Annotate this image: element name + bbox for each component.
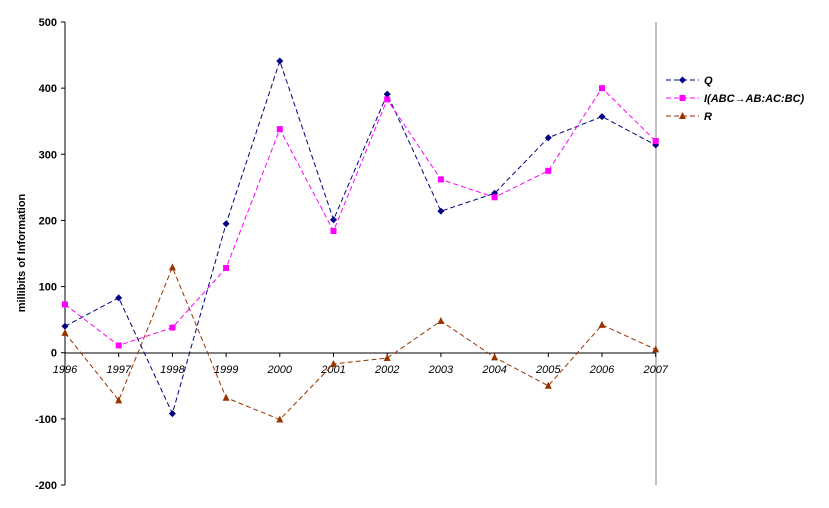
data-point xyxy=(61,328,69,336)
y-tick-labels: -200 -100 0 100 200 300 400 500 xyxy=(35,17,65,492)
data-point xyxy=(223,265,230,272)
y-tick-label: 300 xyxy=(39,149,57,161)
y-tick-label: 0 xyxy=(51,348,57,360)
series-2 xyxy=(62,85,659,349)
series-line xyxy=(64,266,656,421)
data-point xyxy=(115,294,123,302)
x-tick-label: 2000 xyxy=(267,364,293,376)
legend: Q I(ABC→AB:AC:BC) R xyxy=(666,75,805,123)
y-tick-label: -200 xyxy=(35,480,57,492)
data-point xyxy=(330,359,337,367)
data-point xyxy=(599,85,605,92)
x-tick-label: 1996 xyxy=(53,364,78,376)
series-line xyxy=(64,87,657,346)
data-point xyxy=(276,57,284,65)
x-tick-label: 2002 xyxy=(374,364,399,376)
x-tick-label: 2007 xyxy=(642,364,668,376)
data-point xyxy=(168,263,176,271)
legend-label: R xyxy=(704,111,712,123)
y-tick-label: 400 xyxy=(39,83,57,95)
data-point xyxy=(330,228,337,235)
x-tick-label: 2001 xyxy=(320,364,345,376)
data-point xyxy=(115,396,123,404)
series-1 xyxy=(61,57,660,418)
axes xyxy=(64,22,657,485)
series-3 xyxy=(61,263,660,423)
data-point xyxy=(168,410,176,418)
x-tick-label: 1997 xyxy=(106,364,131,376)
data-point xyxy=(276,415,284,423)
data-point xyxy=(437,316,445,324)
data-point xyxy=(61,322,69,330)
legend-item: Q xyxy=(666,75,713,87)
data-point xyxy=(115,342,122,349)
data-point xyxy=(544,134,552,142)
data-point xyxy=(330,216,337,224)
data-point xyxy=(384,96,391,103)
data-point xyxy=(276,126,283,133)
y-tick-label: -100 xyxy=(35,414,57,426)
y-axis-label: millibits of Information xyxy=(16,193,28,312)
legend-label: Q xyxy=(704,75,713,87)
data-point xyxy=(437,207,445,215)
series-line xyxy=(64,59,656,415)
x-tick-label: 2006 xyxy=(589,364,615,376)
x-tick-label: 1999 xyxy=(214,364,238,376)
x-tick-label: 1998 xyxy=(160,364,185,376)
y-tick-label: 200 xyxy=(39,215,57,227)
data-point xyxy=(598,320,606,328)
data-point xyxy=(222,220,230,228)
y-tick-label: 500 xyxy=(39,17,57,29)
data-point xyxy=(222,393,230,401)
data-point xyxy=(62,301,68,308)
x-tick-label: 2005 xyxy=(535,364,561,376)
data-point xyxy=(545,167,552,174)
data-point xyxy=(383,90,391,98)
data-point xyxy=(491,194,498,201)
legend-item: I(ABC→AB:AC:BC) xyxy=(666,93,805,105)
series-layer xyxy=(61,57,660,423)
data-point xyxy=(598,113,606,121)
legend-marker xyxy=(679,76,686,84)
legend-item: R xyxy=(666,111,712,123)
legend-label: I(ABC→AB:AC:BC) xyxy=(704,93,805,105)
legend-marker xyxy=(679,95,686,101)
data-point xyxy=(652,345,660,353)
data-point xyxy=(544,381,552,389)
x-tick-label: 2003 xyxy=(428,364,454,376)
legend-marker xyxy=(679,112,686,119)
x-tick-label: 2004 xyxy=(481,364,506,376)
data-point xyxy=(169,324,176,331)
data-point xyxy=(491,353,499,361)
x-tick-labels: 1996 1997 1998 1999 2000 2001 2002 2003 2004 2005… xyxy=(53,353,669,376)
data-point xyxy=(383,354,391,362)
data-point xyxy=(652,138,659,145)
y-tick-label: 100 xyxy=(39,282,57,294)
data-point xyxy=(437,176,444,183)
